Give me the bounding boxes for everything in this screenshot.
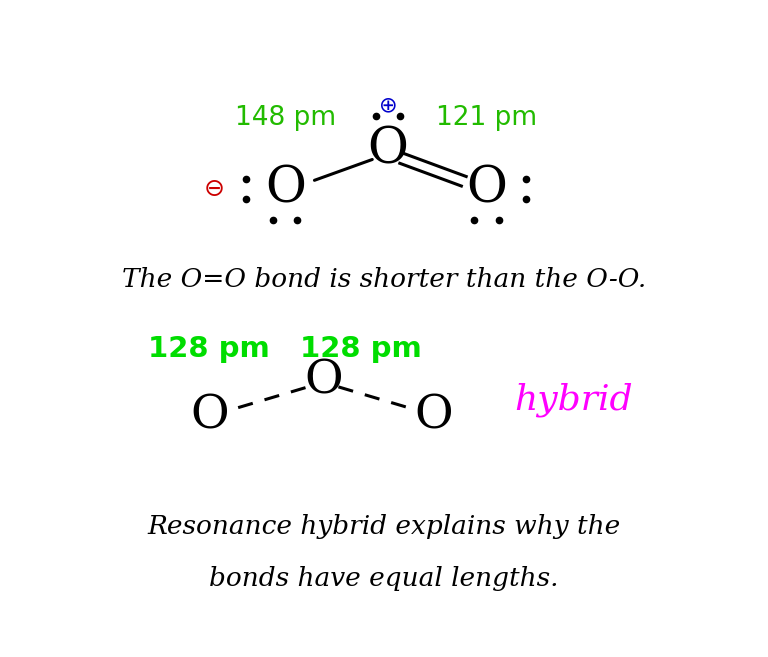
Text: Resonance hybrid explains why the: Resonance hybrid explains why the bbox=[147, 514, 621, 539]
Text: The O=O bond is shorter than the O-O.: The O=O bond is shorter than the O-O. bbox=[122, 267, 646, 292]
Text: O: O bbox=[414, 394, 452, 439]
Text: $\oplus$: $\oplus$ bbox=[379, 97, 397, 117]
Text: O: O bbox=[190, 394, 229, 439]
Text: O: O bbox=[265, 164, 306, 214]
Text: 128 pm: 128 pm bbox=[148, 335, 270, 363]
Text: bonds have equal lengths.: bonds have equal lengths. bbox=[209, 566, 559, 591]
Text: hybrid: hybrid bbox=[515, 382, 634, 417]
Text: $\ominus$: $\ominus$ bbox=[203, 177, 223, 201]
Text: 128 pm: 128 pm bbox=[300, 335, 422, 363]
Text: O: O bbox=[304, 358, 343, 403]
Text: O: O bbox=[466, 164, 507, 214]
Text: O: O bbox=[367, 125, 409, 175]
Text: 148 pm: 148 pm bbox=[235, 104, 336, 131]
Text: 121 pm: 121 pm bbox=[436, 104, 537, 131]
